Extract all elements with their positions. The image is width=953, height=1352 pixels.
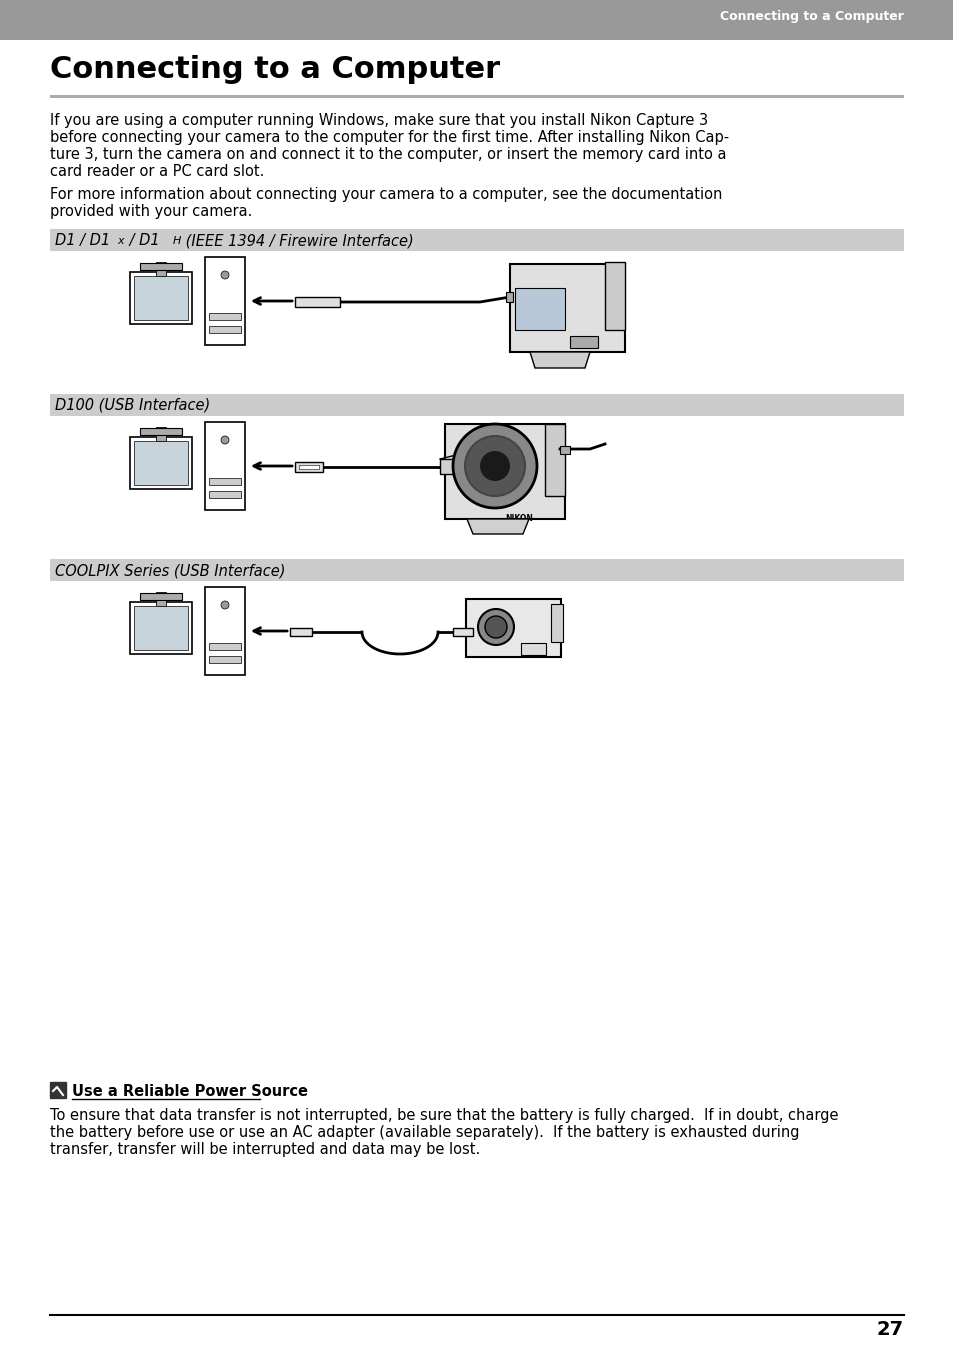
Text: Connecting to a Computer: Connecting to a Computer (50, 55, 499, 84)
Bar (551, 604, 562, 642)
Text: NIKON: NIKON (520, 650, 540, 654)
Circle shape (479, 452, 510, 481)
Circle shape (221, 435, 229, 443)
Bar (298, 465, 318, 469)
Text: For more information about connecting your camera to a computer, see the documen: For more information about connecting yo… (50, 187, 721, 201)
Bar (50, 95, 903, 97)
Text: x: x (117, 237, 124, 246)
Text: card reader or a PC card slot.: card reader or a PC card slot. (50, 164, 264, 178)
Bar (510, 264, 624, 352)
Bar (156, 592, 166, 606)
Text: If you are using a computer running Windows, make sure that you install Nikon Ca: If you are using a computer running Wind… (50, 114, 707, 128)
Text: 27: 27 (876, 1320, 903, 1338)
Bar (140, 429, 182, 435)
Bar (209, 644, 241, 650)
Bar (209, 656, 241, 662)
Bar (453, 627, 473, 635)
Circle shape (221, 602, 229, 608)
Polygon shape (530, 352, 589, 368)
Polygon shape (294, 297, 339, 307)
Bar (604, 262, 624, 330)
Bar (209, 491, 241, 498)
Bar (50, 1082, 66, 1098)
Bar (205, 587, 245, 675)
Bar (439, 458, 472, 475)
Bar (505, 292, 513, 301)
Bar (515, 288, 564, 330)
Text: D1 / D1: D1 / D1 (55, 233, 110, 247)
Bar (294, 462, 323, 472)
Text: transfer, transfer will be interrupted and data may be lost.: transfer, transfer will be interrupted a… (50, 1142, 479, 1157)
Bar (50, 558, 903, 581)
Bar (520, 644, 545, 654)
Bar (290, 627, 312, 635)
Bar (205, 422, 245, 510)
Bar (156, 427, 166, 441)
Circle shape (477, 608, 514, 645)
Bar (156, 262, 166, 276)
Text: D100 (USB Interface): D100 (USB Interface) (55, 397, 210, 412)
Bar (209, 479, 241, 485)
Bar (209, 326, 241, 333)
Text: provided with your camera.: provided with your camera. (50, 204, 253, 219)
Text: COOLPIX Series (USB Interface): COOLPIX Series (USB Interface) (55, 562, 285, 579)
Bar (130, 602, 192, 654)
Text: Use a Reliable Power Source: Use a Reliable Power Source (71, 1084, 308, 1099)
Circle shape (484, 617, 506, 638)
Bar (50, 393, 903, 416)
Bar (133, 276, 188, 320)
Circle shape (221, 270, 229, 279)
Bar (209, 314, 241, 320)
Bar (133, 441, 188, 485)
Text: NIKON: NIKON (504, 514, 533, 523)
Bar (140, 264, 182, 270)
Bar (0, 0, 953, 41)
Bar (544, 425, 564, 496)
Bar (569, 337, 598, 347)
Text: ture 3, turn the camera on and connect it to the computer, or insert the memory : ture 3, turn the camera on and connect i… (50, 147, 726, 162)
Bar (205, 257, 245, 345)
Text: H: H (172, 237, 181, 246)
Circle shape (464, 435, 524, 496)
Bar (140, 594, 182, 600)
Text: (IEEE 1394 / Firewire Interface): (IEEE 1394 / Firewire Interface) (181, 233, 414, 247)
Bar (444, 425, 564, 519)
Circle shape (453, 425, 537, 508)
Text: the battery before use or use an AC adapter (available separately).  If the batt: the battery before use or use an AC adap… (50, 1125, 799, 1140)
Bar (130, 272, 192, 324)
Text: To ensure that data transfer is not interrupted, be sure that the battery is ful: To ensure that data transfer is not inte… (50, 1109, 838, 1124)
Polygon shape (467, 519, 529, 534)
Bar (133, 606, 188, 650)
Text: before connecting your camera to the computer for the first time. After installi: before connecting your camera to the com… (50, 130, 728, 145)
Bar (559, 446, 569, 454)
Bar (465, 599, 560, 657)
Bar (50, 228, 903, 251)
Text: / D1: / D1 (125, 233, 159, 247)
Text: Connecting to a Computer: Connecting to a Computer (720, 9, 903, 23)
Bar (130, 437, 192, 489)
